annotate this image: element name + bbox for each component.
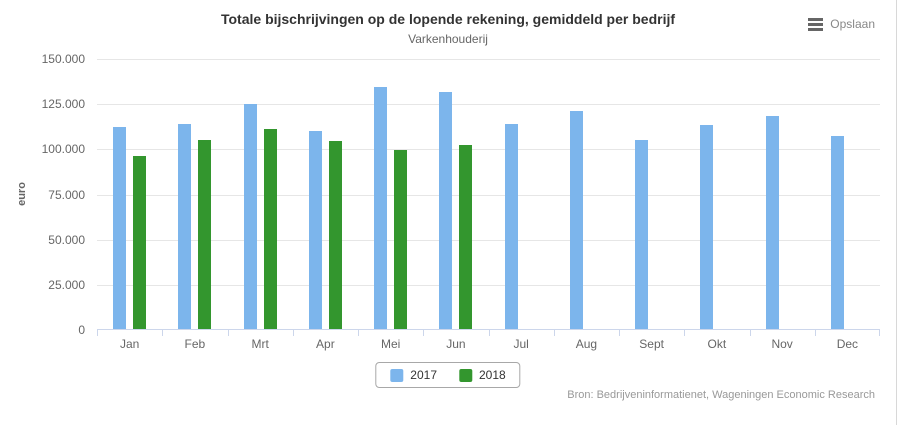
- x-axis-tick: [619, 330, 620, 336]
- bar-2017-Mei[interactable]: [374, 86, 388, 329]
- bar-2017-Sept[interactable]: [635, 140, 649, 329]
- x-axis-tick: [879, 330, 880, 336]
- gridline: [97, 239, 880, 241]
- legend-item-2018[interactable]: 2018: [459, 368, 506, 382]
- x-axis-label-Feb: Feb: [184, 337, 206, 351]
- y-axis-tick-label: 125.000: [41, 97, 85, 112]
- legend-label-2017: 2017: [410, 368, 437, 382]
- x-axis-tick: [292, 330, 294, 336]
- x-axis-tick: [814, 330, 816, 336]
- plot-area: [97, 59, 880, 336]
- legend-swatch-2018: [459, 368, 472, 382]
- x-axis-tick: [358, 330, 359, 336]
- legend-label-2018: 2018: [479, 368, 506, 382]
- export-menu-button[interactable]: Opslaan: [806, 15, 877, 33]
- x-axis-tick: [749, 330, 751, 336]
- x-axis-tick: [684, 330, 686, 336]
- legend: 2017 2018: [375, 362, 521, 388]
- y-axis-tick-label: 0: [78, 323, 85, 337]
- bar-2018-Jan[interactable]: [133, 156, 147, 329]
- y-axis-tick-label: 50.000: [48, 232, 85, 247]
- x-axis-label-Mei: Mei: [380, 337, 401, 351]
- bar-2017-Nov[interactable]: [765, 115, 779, 329]
- bar-2017-Feb[interactable]: [178, 123, 192, 329]
- y-axis-tick-label: 150.000: [41, 52, 85, 66]
- hamburger-menu-icon: [808, 17, 824, 31]
- x-axis-label-Jul: Jul: [513, 337, 529, 351]
- x-axis-label-Dec: Dec: [836, 337, 859, 351]
- bar-2018-Mei[interactable]: [394, 150, 408, 329]
- gridline: [97, 149, 880, 151]
- export-menu-label: Opslaan: [830, 17, 875, 31]
- chart-subtitle: Varkenhouderij: [408, 32, 488, 46]
- bar-2017-Jun[interactable]: [439, 92, 453, 329]
- x-axis-tick: [162, 330, 164, 336]
- bar-2017-Okt[interactable]: [700, 124, 714, 329]
- source-note: Bron: Bedrijveninformatienet, Wageningen…: [567, 389, 875, 401]
- x-axis-tick: [553, 330, 555, 336]
- bar-2018-Mrt[interactable]: [263, 129, 277, 329]
- bar-2017-Mrt[interactable]: [243, 104, 257, 329]
- bar-2017-Dec[interactable]: [830, 135, 844, 329]
- x-axis-label-Apr: Apr: [316, 337, 335, 351]
- gridline: [97, 59, 880, 60]
- x-axis-label-Okt: Okt: [707, 337, 727, 351]
- x-axis-label-Sept: Sept: [639, 337, 664, 351]
- x-axis-label-Aug: Aug: [575, 337, 598, 351]
- gridline: [97, 284, 880, 286]
- x-axis-tick: [488, 330, 490, 336]
- x-axis-tick: [97, 330, 98, 336]
- chart-title: Totale bijschrijvingen op de lopende rek…: [220, 11, 676, 27]
- x-axis-labels: Jan Feb Mrt Apr Mei Jun Jul Aug Sept Okt Nov Dec: [97, 337, 880, 353]
- gridline: [97, 104, 880, 106]
- bar-2017-Aug[interactable]: [569, 111, 583, 329]
- y-axis-tick-label: 25.000: [48, 277, 85, 292]
- x-axis-label-Jun: Jun: [446, 337, 466, 351]
- bar-2017-Jan[interactable]: [113, 126, 127, 329]
- x-axis-label-Nov: Nov: [771, 337, 793, 351]
- x-axis-tick: [227, 330, 229, 336]
- x-axis-label-Jan: Jan: [119, 337, 140, 351]
- bar-2018-Jun[interactable]: [459, 144, 473, 329]
- legend-item-2017[interactable]: 2017: [390, 368, 437, 382]
- y-axis-tick-label: 75.000: [48, 187, 85, 202]
- gridline: [97, 194, 880, 196]
- x-axis-tick: [423, 330, 425, 336]
- legend-swatch-2017: [390, 368, 404, 382]
- bar-2018-Apr[interactable]: [328, 141, 342, 329]
- bar-2017-Jul[interactable]: [504, 123, 518, 329]
- bar-2018-Feb[interactable]: [198, 140, 212, 329]
- x-axis-label-Mrt: Mrt: [251, 337, 269, 351]
- y-axis-tick-label: 100.000: [41, 142, 85, 157]
- bar-2017-Apr[interactable]: [308, 131, 322, 329]
